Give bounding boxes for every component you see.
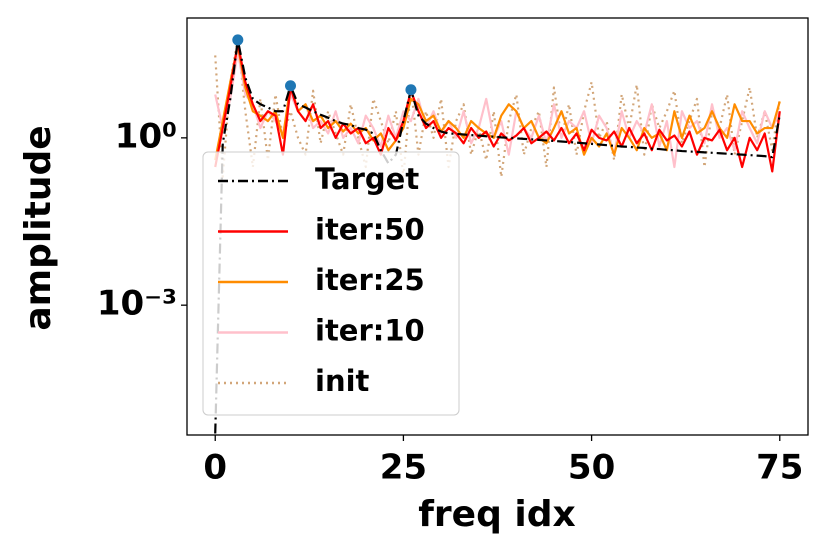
legend-box: [202, 151, 460, 416]
legend-label: init: [315, 364, 370, 398]
x-tick-label: 50: [568, 448, 615, 488]
series-line: [214, 38, 781, 434]
legend-label: Target: [315, 162, 419, 196]
peak-marker: [232, 34, 244, 46]
axes-frame: [186, 17, 809, 436]
peak-marker: [285, 80, 296, 92]
x-tick-label: 0: [203, 448, 227, 488]
series-line: [214, 42, 781, 173]
peak-marker: [405, 84, 417, 96]
legend-label: iter:10: [315, 314, 425, 348]
y-tick-label: 10⁰: [115, 116, 177, 156]
x-axis-label: freq idx: [418, 494, 575, 535]
y-axis-label: amplitude: [18, 125, 59, 330]
legend: Target iter:50 iter:25 iter:10 init: [202, 151, 460, 416]
y-tick-label: 10⁻³: [97, 284, 177, 324]
legend-label: iter:50: [315, 213, 425, 247]
x-tick-label: 25: [380, 448, 427, 488]
x-tick-label: 75: [756, 448, 803, 488]
plot-area: [214, 34, 781, 434]
series-line: [214, 37, 781, 178]
legend-label: iter:25: [315, 263, 425, 297]
